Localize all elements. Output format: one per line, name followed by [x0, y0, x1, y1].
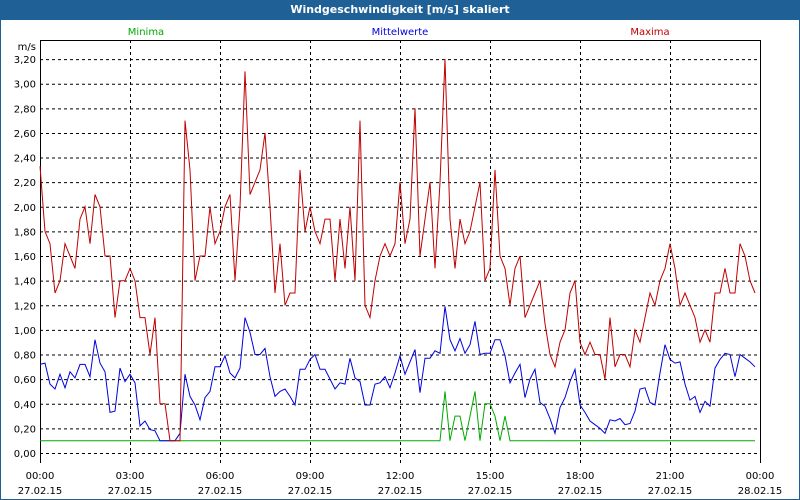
y-tick-label: 0,00 — [14, 449, 36, 460]
y-tick-label: 3,20 — [14, 55, 36, 66]
y-tick-label: 2,40 — [14, 154, 36, 165]
y-tick-label: 0,60 — [14, 375, 36, 386]
x-tick-date: 27.02.15 — [18, 486, 63, 497]
x-tick-time: 15:00 — [476, 471, 505, 482]
y-tick-label: 0,20 — [14, 424, 36, 435]
x-tick-date: 27.02.15 — [378, 486, 423, 497]
y-tick-label: 2,60 — [14, 129, 36, 140]
x-tick-time: 21:00 — [656, 471, 685, 482]
series-line-minima — [40, 391, 755, 442]
x-tick-time: 18:00 — [566, 471, 595, 482]
y-tick-label: 1,40 — [14, 277, 36, 288]
legend-minima: Minima — [128, 27, 164, 38]
y-axis-label: m/s — [18, 42, 36, 53]
y-tick-label: 1,00 — [14, 326, 36, 337]
series-line-maxima — [39, 59, 756, 442]
legend-mittelwerte: Mittelwerte — [372, 27, 429, 38]
y-tick-label: 1,80 — [14, 227, 36, 238]
y-tick-label: 2,00 — [14, 203, 36, 214]
x-tick-date: 27.02.15 — [108, 486, 153, 497]
y-tick-label: 1,20 — [14, 301, 36, 312]
x-tick-date: 27.02.15 — [648, 486, 693, 497]
y-tick-label: 0,40 — [14, 400, 36, 411]
x-tick-time: 03:00 — [116, 471, 145, 482]
legend-maxima: Maxima — [630, 27, 669, 38]
x-tick-date: 28.02.15 — [738, 486, 783, 497]
x-tick-time: 12:00 — [386, 471, 415, 482]
x-tick-time: 09:00 — [296, 471, 325, 482]
y-tick-label: 3,00 — [14, 80, 36, 91]
y-tick-label: 0,80 — [14, 351, 36, 362]
x-tick-time: 06:00 — [206, 471, 235, 482]
x-tick-date: 27.02.15 — [198, 486, 243, 497]
y-tick-label: 2,20 — [14, 178, 36, 189]
y-tick-label: 1,60 — [14, 252, 36, 263]
x-tick-time: 00:00 — [26, 471, 55, 482]
y-tick-label: 2,80 — [14, 104, 36, 115]
x-tick-time: 00:00 — [746, 471, 775, 482]
series-line-mittelwerte — [39, 306, 756, 442]
window-title: Windgeschwindigkeit [m/s] skaliert — [0, 0, 800, 20]
x-tick-date: 27.02.15 — [468, 486, 513, 497]
x-tick-date: 27.02.15 — [288, 486, 333, 497]
x-tick-date: 27.02.15 — [558, 486, 603, 497]
